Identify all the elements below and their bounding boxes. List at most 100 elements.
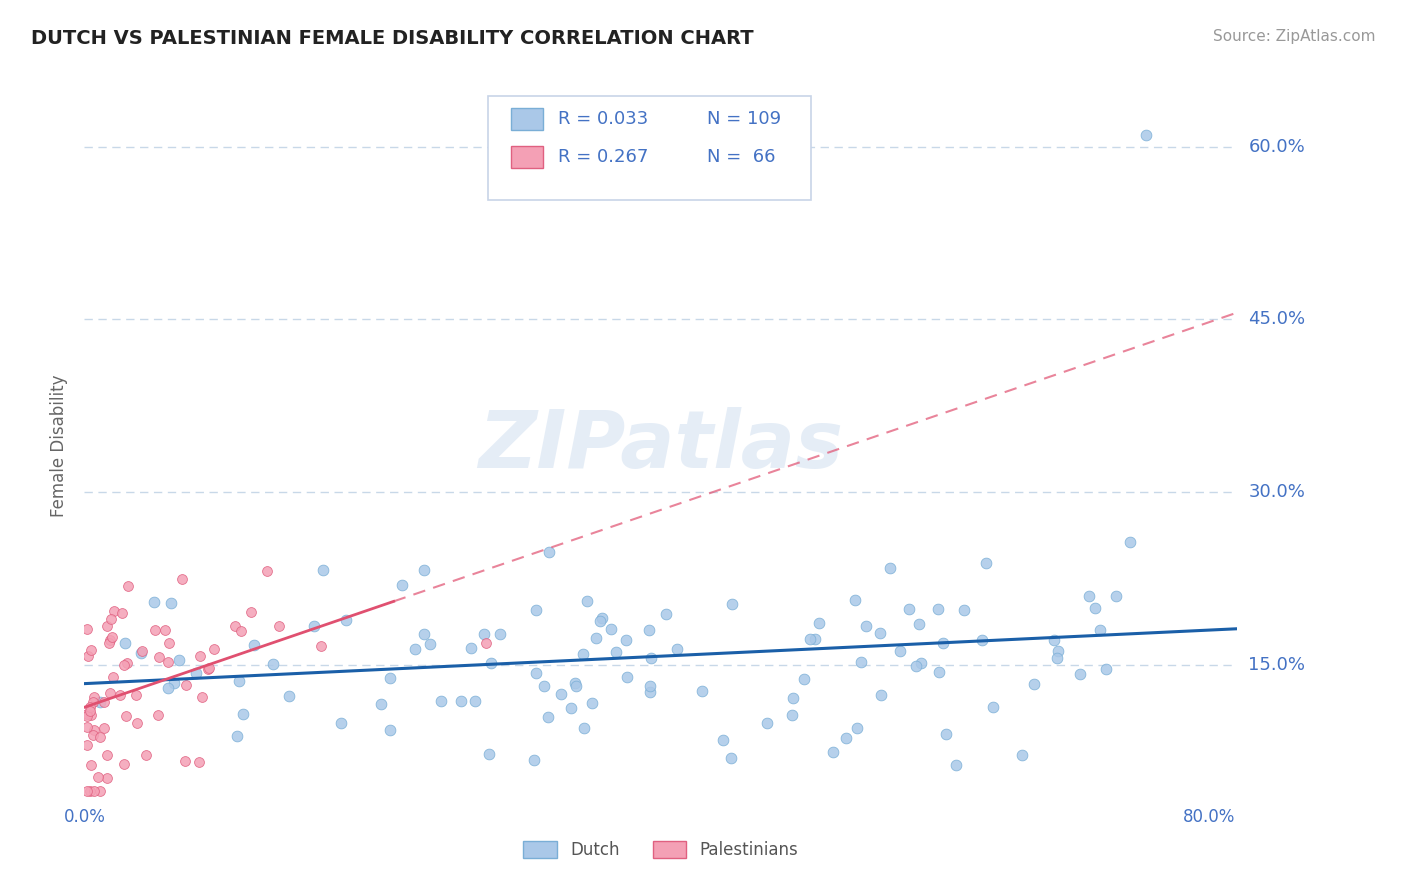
- Point: [93, 721, 115, 735]
- Point: [76, 648, 98, 663]
- Point: [391, 578, 413, 592]
- Point: [756, 716, 779, 731]
- Point: [101, 670, 124, 684]
- Point: [378, 671, 401, 685]
- Point: [124, 689, 146, 703]
- Point: [571, 648, 593, 662]
- Legend: Dutch, Palestinians: Dutch, Palestinians: [516, 834, 806, 866]
- Point: [1084, 601, 1107, 615]
- Point: [472, 626, 495, 640]
- Point: [232, 707, 254, 722]
- Point: [524, 666, 547, 681]
- Point: [1011, 747, 1033, 762]
- Point: [188, 648, 211, 663]
- Point: [711, 732, 734, 747]
- Point: [538, 545, 561, 559]
- Point: [780, 707, 803, 722]
- Point: [145, 623, 167, 637]
- Point: [404, 642, 426, 657]
- Point: [330, 715, 353, 730]
- Point: [277, 689, 299, 703]
- Point: [564, 675, 586, 690]
- Point: [413, 627, 436, 641]
- Point: [927, 602, 949, 616]
- Point: [533, 680, 555, 694]
- Point: [198, 660, 221, 674]
- Point: [76, 720, 98, 734]
- Point: [170, 572, 193, 586]
- Point: [370, 697, 392, 711]
- Point: [267, 619, 290, 633]
- Point: [908, 617, 931, 632]
- Point: [1090, 623, 1112, 637]
- Point: [450, 694, 472, 708]
- Point: [103, 604, 125, 618]
- Point: [638, 623, 661, 637]
- Point: [879, 561, 901, 575]
- Point: [565, 679, 588, 693]
- Point: [160, 596, 183, 610]
- Text: 45.0%: 45.0%: [1249, 310, 1306, 328]
- Point: [1046, 644, 1069, 658]
- Point: [537, 710, 560, 724]
- Text: DUTCH VS PALESTINIAN FEMALE DISABILITY CORRELATION CHART: DUTCH VS PALESTINIAN FEMALE DISABILITY C…: [31, 29, 754, 47]
- Point: [1135, 128, 1157, 143]
- Point: [93, 695, 115, 709]
- Point: [127, 716, 149, 731]
- Point: [640, 685, 662, 699]
- Point: [605, 645, 627, 659]
- Point: [720, 751, 742, 765]
- Point: [935, 727, 957, 741]
- Point: [115, 709, 138, 723]
- Point: [83, 723, 105, 737]
- Point: [478, 747, 501, 761]
- Point: [585, 631, 607, 645]
- Point: [82, 728, 104, 742]
- Point: [262, 657, 284, 671]
- Point: [953, 603, 976, 617]
- Point: [89, 730, 111, 744]
- Point: [87, 770, 110, 784]
- Point: [100, 612, 122, 626]
- Point: [312, 563, 335, 577]
- Point: [96, 747, 118, 762]
- Point: [945, 758, 967, 772]
- Point: [550, 687, 572, 701]
- Point: [304, 619, 326, 633]
- Point: [101, 630, 124, 644]
- Point: [575, 594, 598, 608]
- Point: [638, 679, 661, 693]
- Text: R = 0.267: R = 0.267: [558, 148, 648, 166]
- Point: [98, 633, 121, 648]
- Point: [803, 632, 825, 646]
- Text: 60.0%: 60.0%: [1249, 137, 1305, 156]
- Point: [782, 690, 804, 705]
- Point: [869, 688, 891, 702]
- Point: [76, 709, 98, 723]
- Point: [897, 602, 920, 616]
- Point: [174, 754, 197, 768]
- Point: [79, 784, 101, 798]
- Point: [79, 643, 101, 657]
- FancyBboxPatch shape: [510, 146, 543, 168]
- Point: [460, 641, 482, 656]
- Point: [378, 723, 401, 737]
- Point: [429, 694, 451, 708]
- Point: [157, 655, 180, 669]
- Point: [835, 731, 858, 746]
- Text: N =  66: N = 66: [707, 148, 776, 166]
- Point: [464, 694, 486, 708]
- Point: [79, 700, 101, 714]
- Text: N = 109: N = 109: [707, 111, 782, 128]
- Point: [184, 666, 207, 681]
- Point: [928, 665, 950, 680]
- Point: [89, 784, 111, 798]
- Point: [98, 636, 121, 650]
- Point: [1043, 632, 1066, 647]
- Point: [229, 624, 252, 638]
- Point: [76, 784, 98, 798]
- Point: [89, 695, 111, 709]
- Point: [1022, 676, 1045, 690]
- Point: [413, 563, 436, 577]
- Point: [79, 704, 101, 718]
